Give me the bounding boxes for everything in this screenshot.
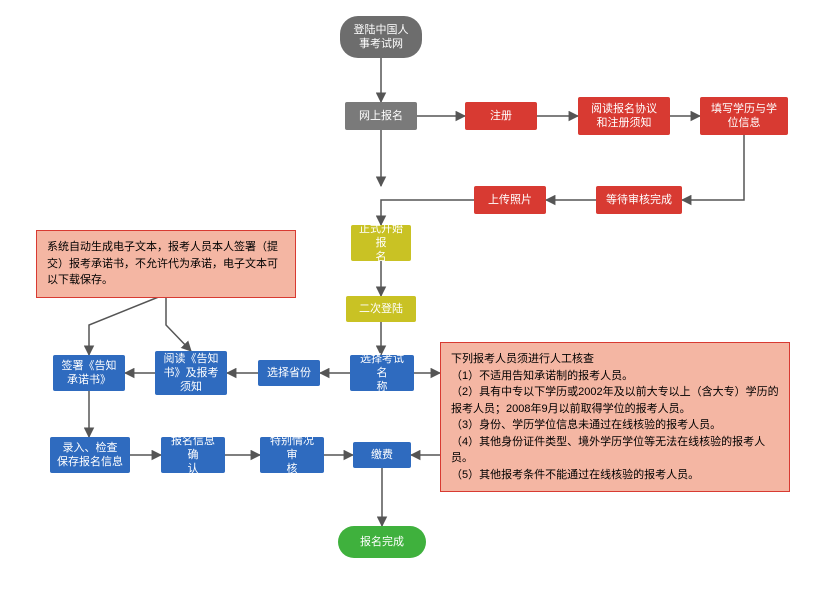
node-label: 特别情况审核 [266,434,318,477]
node-read_agree: 阅读报名协议和注册须知 [578,97,670,135]
node-confirm_info: 报名信息确认 [161,437,225,473]
node-formal_reg: 正式开始报名 [351,225,411,261]
edge-4 [682,135,744,200]
node-label: 报名完成 [360,535,404,549]
node-read_notice: 阅读《告知书》及报考须知 [155,351,227,395]
note-text: 系统自动生成电子文本，报考人员本人签署（提交）报考承诺书，不允许代为承诺，电子文… [47,241,278,286]
node-label: 正式开始报名 [357,222,405,265]
node-sign_notice: 签署《告知承诺书》 [53,355,125,391]
note-note_right: 下列报考人员须进行人工核查（1）不适用告知承诺制的报考人员。（2）具有中专以下学… [440,342,790,492]
node-input_info: 录入、检查保存报名信息 [50,437,130,473]
node-label: 上传照片 [488,193,532,207]
node-wait_audit: 等待审核完成 [596,186,682,214]
node-label: 签署《告知承诺书》 [62,359,117,388]
node-start: 登陆中国人事考试网 [340,16,422,58]
node-label: 填写学历与学位信息 [711,102,777,131]
node-label: 网上报名 [359,109,403,123]
node-label: 等待审核完成 [606,193,672,207]
node-online_reg: 网上报名 [345,102,417,130]
node-upload_photo: 上传照片 [474,186,546,214]
node-register: 注册 [465,102,537,130]
node-label: 二次登陆 [359,302,403,316]
node-label: 报名信息确认 [167,434,219,477]
note-note_left: 系统自动生成电子文本，报考人员本人签署（提交）报考承诺书，不允许代为承诺，电子文… [36,230,296,298]
node-relogin: 二次登陆 [346,296,416,322]
node-label: 登陆中国人事考试网 [354,23,409,52]
edge-19 [89,294,166,355]
node-label: 注册 [490,109,512,123]
node-sel_exam: 选择考试名称 [350,355,414,391]
node-label: 阅读《告知书》及报考须知 [164,352,219,395]
edge-18 [166,294,191,351]
node-label: 阅读报名协议和注册须知 [591,102,657,131]
node-fill_edu: 填写学历与学位信息 [700,97,788,135]
node-special_audit: 特别情况审核 [260,437,324,473]
note-text: 下列报考人员须进行人工核查（1）不适用告知承诺制的报考人员。（2）具有中专以下学… [451,353,779,481]
node-label: 选择考试名称 [356,352,408,395]
node-label: 录入、检查保存报名信息 [57,441,123,470]
node-label: 选择省份 [267,366,311,380]
node-sel_prov: 选择省份 [258,360,320,386]
node-done: 报名完成 [338,526,426,558]
node-pay: 缴费 [353,442,411,468]
node-label: 缴费 [371,448,393,462]
